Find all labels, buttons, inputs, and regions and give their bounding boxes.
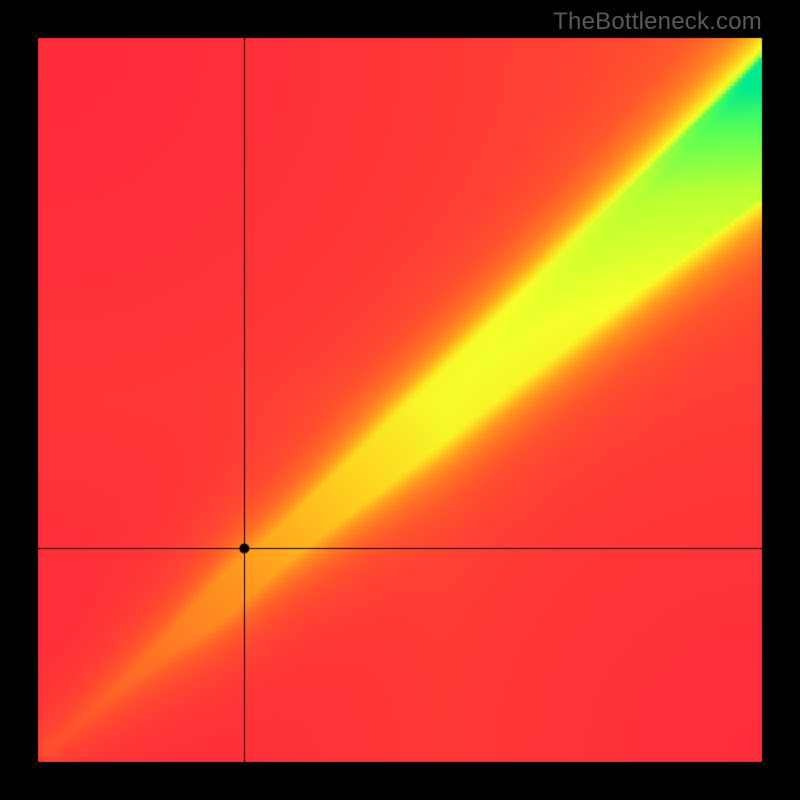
crosshair-overlay [0, 0, 800, 800]
watermark-text: TheBottleneck.com [553, 8, 762, 36]
